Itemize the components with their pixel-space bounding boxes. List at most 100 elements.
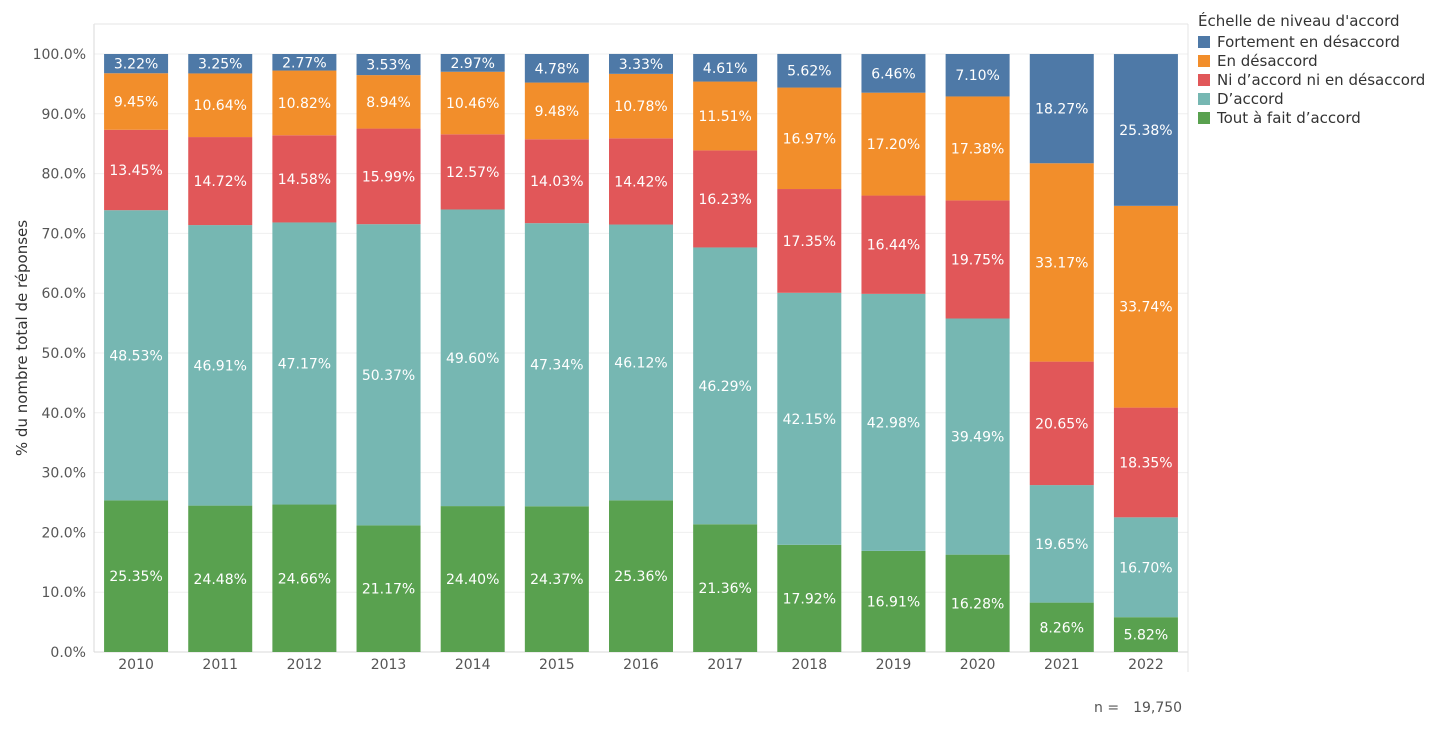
- bar-segment: [861, 293, 926, 551]
- bar-segment: [272, 135, 337, 223]
- bar-segment: [1029, 361, 1094, 486]
- bar-segment: [609, 73, 673, 139]
- x-tick-label: 2014: [455, 657, 491, 673]
- legend-item: Tout à fait d’accord: [1198, 108, 1425, 127]
- data-label: 10.78%: [614, 99, 667, 115]
- data-label: 4.61%: [703, 61, 747, 77]
- x-tick-label: 2018: [791, 657, 827, 673]
- bar-segment: [1029, 54, 1094, 164]
- bar-segment: [609, 138, 673, 225]
- data-label: 46.29%: [698, 379, 751, 395]
- data-label: 47.17%: [278, 356, 331, 372]
- bar-segment: [1113, 617, 1178, 652]
- x-tick-label: 2021: [1044, 657, 1080, 673]
- bar-segment: [104, 54, 169, 74]
- bar-segment: [777, 53, 842, 88]
- bar-segment: [609, 224, 673, 501]
- data-label: 14.72%: [194, 174, 247, 190]
- bar-segment: [1029, 163, 1094, 362]
- data-label: 24.37%: [530, 572, 583, 588]
- bar-segment: [777, 87, 842, 190]
- data-label: 21.17%: [362, 582, 415, 598]
- x-tick-labels: 2010 2011 2012 2013 2014 2015 2016 2017 2018 2019…: [118, 657, 1163, 673]
- bar-segment: [524, 223, 589, 507]
- bar-segment: [861, 54, 926, 93]
- bar-segment: [945, 554, 1010, 652]
- data-label: 3.33%: [619, 57, 663, 73]
- bar-segment: [104, 500, 169, 652]
- y-tick-label: 20.0%: [42, 525, 86, 541]
- data-label: 8.94%: [366, 95, 410, 111]
- data-label: 4.78%: [535, 61, 579, 77]
- data-label: 16.70%: [1119, 560, 1172, 576]
- data-label: 7.10%: [955, 68, 999, 84]
- data-label: 20.65%: [1035, 416, 1088, 432]
- bar-segment: [188, 73, 253, 138]
- legend-label: Fortement en désaccord: [1217, 32, 1400, 51]
- bar-segment: [356, 75, 421, 129]
- y-tick-label: 90.0%: [42, 107, 86, 123]
- y-tick-label: 60.0%: [42, 286, 86, 302]
- legend-label: Ni d’accord ni en désaccord: [1217, 70, 1426, 89]
- data-label: 16.28%: [951, 596, 1004, 612]
- bar-segment: [272, 70, 337, 136]
- data-label: 21.36%: [698, 581, 751, 597]
- data-label: 13.45%: [109, 163, 162, 179]
- bar-segment: [861, 550, 926, 652]
- bars: 25.35% 48.53% 13.45% 9.45% 3.22% 24.48% 46.91%…: [104, 53, 1178, 652]
- bar-2017: 21.36% 46.29% 16.23% 11.51% 4.61%: [693, 54, 758, 652]
- bar-segment: [272, 222, 337, 505]
- data-label: 19.65%: [1035, 537, 1088, 553]
- bar-2021: 8.26% 19.65% 20.65% 33.17% 18.27%: [1029, 54, 1094, 652]
- bar-segment: [524, 82, 589, 140]
- data-label: 24.66%: [278, 571, 331, 587]
- bar-segment: [188, 137, 253, 226]
- data-label: 11.51%: [698, 109, 751, 125]
- legend-swatch: [1198, 54, 1210, 67]
- data-label: 46.91%: [194, 358, 247, 374]
- data-label: 49.60%: [446, 351, 499, 367]
- legend-swatch: [1198, 92, 1210, 105]
- bar-segment: [188, 225, 253, 506]
- y-tick-label: 40.0%: [42, 406, 86, 422]
- data-label: 42.98%: [867, 415, 920, 431]
- data-label: 10.64%: [194, 98, 247, 114]
- bar-segment: [777, 189, 842, 293]
- bar-segment: [188, 54, 253, 74]
- data-label: 3.53%: [366, 58, 410, 74]
- data-label: 14.58%: [278, 172, 331, 188]
- bar-segment: [945, 54, 1010, 97]
- data-label: 33.74%: [1119, 300, 1172, 316]
- bar-segment: [693, 524, 758, 652]
- bar-segment: [440, 71, 505, 135]
- legend-item: Ni d’accord ni en désaccord: [1198, 70, 1425, 89]
- bar-segment: [1029, 485, 1094, 603]
- y-tick-labels: 0.0% 10.0% 20.0% 30.0% 40.0% 50.0% 60.0% 70.0% 8…: [33, 47, 86, 661]
- data-label: 14.03%: [530, 174, 583, 190]
- legend: Échelle de niveau d'accord Fortement en …: [1198, 12, 1425, 127]
- data-label: 6.46%: [871, 66, 915, 82]
- bar-segment: [693, 247, 758, 525]
- legend-items: Fortement en désaccord En désaccord Ni d’a…: [1198, 32, 1425, 127]
- data-label: 24.40%: [446, 572, 499, 588]
- bar-segment: [356, 128, 421, 225]
- bar-segment: [104, 210, 169, 501]
- bar-segment: [861, 195, 926, 294]
- x-tick-label: 2022: [1128, 657, 1164, 673]
- bar-segment: [1113, 517, 1178, 618]
- bar-segment: [609, 53, 673, 74]
- bar-segment: [104, 73, 169, 130]
- data-label: 16.44%: [867, 238, 920, 254]
- bar-segment: [693, 150, 758, 248]
- legend-item: En désaccord: [1198, 51, 1425, 70]
- legend-item: Fortement en désaccord: [1198, 32, 1425, 51]
- bar-segment: [1113, 54, 1178, 206]
- legend-label: En désaccord: [1217, 51, 1318, 70]
- bar-segment: [272, 504, 337, 652]
- data-label: 14.42%: [614, 174, 667, 190]
- data-label: 10.82%: [278, 96, 331, 112]
- y-tick-label: 80.0%: [42, 167, 86, 183]
- bar-2020: 16.28% 39.49% 19.75% 17.38% 7.10%: [945, 54, 1010, 652]
- data-label: 2.97%: [450, 56, 494, 72]
- y-tick-label: 0.0%: [50, 645, 86, 661]
